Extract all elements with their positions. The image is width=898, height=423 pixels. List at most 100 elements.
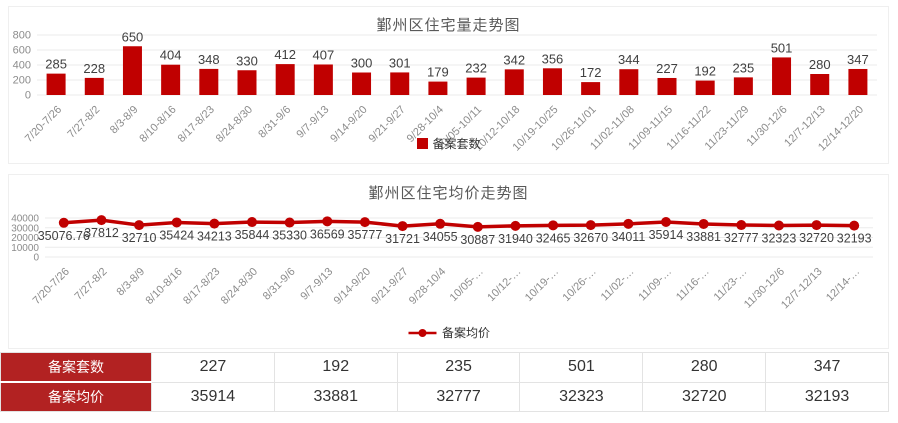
y-tick-label: 800 xyxy=(13,30,31,42)
y-tick-label: 400 xyxy=(13,60,31,72)
x-tick-label: 11/23-… xyxy=(712,266,750,304)
point-value-label: 37812 xyxy=(84,226,119,240)
x-tick-label: 10/12-… xyxy=(485,266,523,304)
point-value-label: 35777 xyxy=(348,228,383,242)
x-tick-label: 8/24-8/30 xyxy=(219,266,260,307)
volume-legend[interactable]: 备案套数 xyxy=(416,135,481,152)
volume-legend-label: 备案套数 xyxy=(432,137,481,151)
bar-value-label: 179 xyxy=(427,65,449,80)
bar[interactable] xyxy=(772,57,792,95)
bar[interactable] xyxy=(657,77,677,95)
line-point[interactable] xyxy=(548,220,559,231)
bar[interactable] xyxy=(466,77,486,95)
bar-value-label: 412 xyxy=(274,47,296,62)
line-point[interactable] xyxy=(322,216,333,227)
x-tick-label: 9/21-9/27 xyxy=(369,266,410,307)
bar-value-label: 356 xyxy=(542,51,564,66)
point-value-label: 34011 xyxy=(611,230,645,244)
line-point[interactable] xyxy=(134,220,145,231)
table-cell: 35914 xyxy=(151,381,275,412)
bar[interactable] xyxy=(619,69,639,95)
table-cell: 501 xyxy=(519,352,644,383)
line-point[interactable] xyxy=(284,217,295,228)
bar[interactable] xyxy=(352,72,372,96)
bar[interactable] xyxy=(848,68,868,95)
x-tick-label: 8/3-8/9 xyxy=(108,104,141,137)
bar[interactable] xyxy=(581,82,601,95)
bar[interactable] xyxy=(504,69,524,95)
bar[interactable] xyxy=(542,68,562,95)
bar-value-label: 342 xyxy=(503,52,525,67)
x-tick-label: 9/28-10/4 xyxy=(407,266,448,307)
line-point[interactable] xyxy=(209,218,220,229)
price-legend-label: 备案均价 xyxy=(441,326,491,340)
line-point[interactable] xyxy=(736,220,747,231)
x-tick-label: 7/27-8/2 xyxy=(73,266,110,303)
x-tick-label: 9/14-9/20 xyxy=(332,266,373,307)
y-tick-label: 600 xyxy=(13,45,31,57)
price-legend[interactable]: 备案均价 xyxy=(407,324,490,341)
y-tick-label: 0 xyxy=(33,253,39,264)
bar[interactable] xyxy=(161,64,181,95)
line-point[interactable] xyxy=(661,216,671,227)
bar[interactable] xyxy=(810,74,830,95)
point-value-label: 35330 xyxy=(272,229,307,243)
volume-chart-title: 鄞州区住宅量走势图 xyxy=(376,17,521,34)
table-row: 备案均价 35914 33881 32777 32323 32720 32193 xyxy=(0,381,889,412)
line-point[interactable] xyxy=(247,217,257,228)
x-tick-label: 11/02-… xyxy=(599,266,637,304)
price-chart-title: 鄞州区住宅均价走势图 xyxy=(368,185,529,202)
bar-value-label: 300 xyxy=(351,56,373,71)
bar-value-label: 285 xyxy=(45,57,67,72)
table-row: 备案套数 227 192 235 501 280 347 xyxy=(0,352,889,383)
point-value-label: 30887 xyxy=(460,233,495,247)
point-value-label: 34055 xyxy=(423,230,458,244)
bar[interactable] xyxy=(237,70,257,95)
summary-table-body: 备案套数 227 192 235 501 280 347 备案均价 35914 33881 3277… xyxy=(0,352,889,412)
bar[interactable] xyxy=(695,80,715,95)
bar[interactable] xyxy=(313,64,333,95)
table-cell: 32193 xyxy=(765,381,889,412)
y-tick-label: 10000 xyxy=(11,243,39,254)
volume-chart-canvas[interactable]: 0 200 400 600 800 285 228 650 404 348 330 412 407 300… xyxy=(9,7,888,163)
y-tick-label: 200 xyxy=(13,75,31,87)
bar[interactable] xyxy=(84,77,104,95)
bar[interactable] xyxy=(390,72,410,95)
point-value-label: 36569 xyxy=(310,227,345,241)
line-point[interactable] xyxy=(698,218,709,229)
x-tick-label: 8/3-8/9 xyxy=(115,266,148,299)
line-point[interactable] xyxy=(397,221,408,232)
line-point[interactable] xyxy=(435,218,446,229)
bar[interactable] xyxy=(428,81,448,95)
y-tick-label: 40000 xyxy=(11,214,39,225)
line-point[interactable] xyxy=(171,217,182,228)
point-value-label: 33881 xyxy=(686,230,721,244)
table-cell: 32777 xyxy=(396,381,521,412)
bar-value-label: 344 xyxy=(618,52,640,67)
point-value-label: 32193 xyxy=(837,232,872,246)
line-point[interactable] xyxy=(96,215,107,226)
bar[interactable] xyxy=(199,68,219,95)
line-point[interactable] xyxy=(359,217,370,228)
x-tick-label: 12/14-… xyxy=(824,266,862,304)
bar[interactable] xyxy=(46,73,66,95)
bar-value-label: 348 xyxy=(198,52,220,67)
bar[interactable] xyxy=(733,77,753,95)
table-row-header: 备案均价 xyxy=(0,381,152,412)
line-point[interactable] xyxy=(472,221,483,232)
line-point[interactable] xyxy=(510,220,521,231)
point-value-label: 32720 xyxy=(799,231,834,245)
line-point[interactable] xyxy=(58,217,69,228)
bar-series-swatch-icon xyxy=(416,138,428,149)
bar[interactable] xyxy=(275,64,295,95)
y-tick-label: 20000 xyxy=(11,233,39,244)
line-point[interactable] xyxy=(773,220,784,231)
line-point[interactable] xyxy=(623,218,634,229)
line-point[interactable] xyxy=(585,220,596,231)
line-point[interactable] xyxy=(849,220,860,231)
x-tick-label: 8/24-8/30 xyxy=(214,104,255,145)
bar[interactable] xyxy=(122,46,142,95)
point-value-label: 32323 xyxy=(762,231,797,245)
line-point[interactable] xyxy=(811,220,822,231)
